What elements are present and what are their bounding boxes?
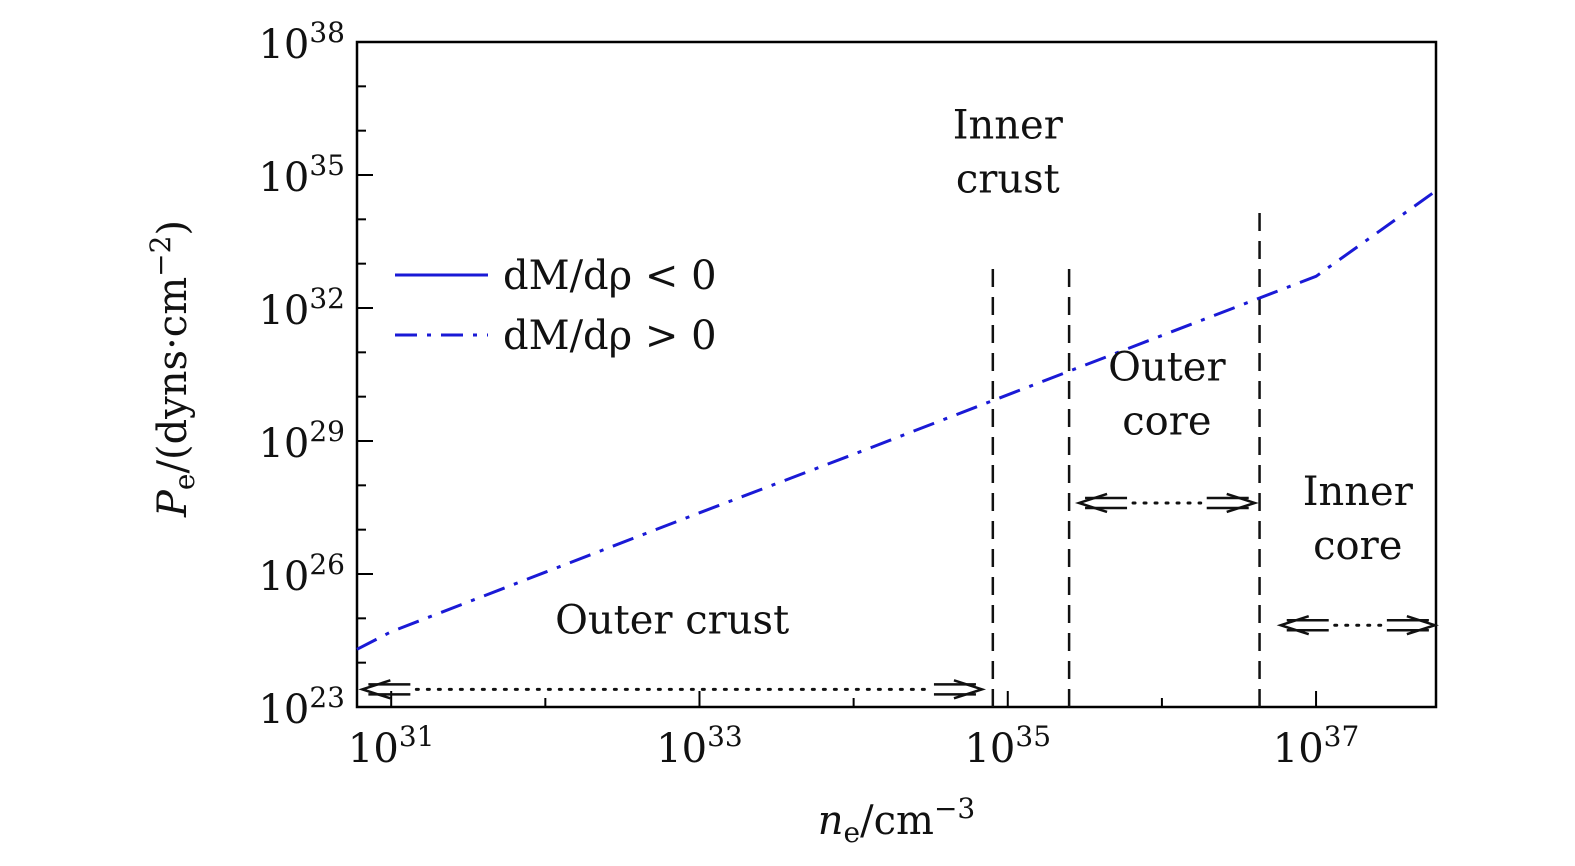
region-label: Outer crust [555,598,789,644]
y-tick-label: 1023 [258,681,345,733]
region-label: crust [956,157,1060,203]
arrow-head-right [953,679,987,700]
x-tick-label: 1035 [964,720,1051,772]
arrow-head-left [1074,492,1108,514]
plot-frame [355,40,1438,709]
x-axis-label: ne/cm−3 [818,792,975,849]
y-tick-label: 1026 [258,548,345,600]
region-label: Inner [953,103,1064,149]
series-line [356,189,1437,651]
arrow-head-right [1406,615,1439,636]
region-label: Inner [1303,469,1414,515]
arrow-head-left [1276,615,1310,636]
y-tick-label: 1038 [258,16,345,68]
x-tick-label: 1031 [348,720,435,772]
region-label: core [1313,523,1402,569]
x-tick-label: 1037 [1273,720,1360,772]
y-axis-label: Pe/(dyns·cm−2) [144,220,201,518]
region-label: Outer [1108,345,1226,391]
legend-label: dM/dρ < 0 [503,253,717,299]
y-tick-label: 1032 [258,282,345,334]
region-label: core [1122,399,1211,445]
x-tick-label: 1033 [656,720,743,772]
arrow-head-right [1226,492,1259,514]
arrow-head-left [358,679,391,700]
y-tick-label: 1035 [258,149,345,201]
legend-label: dM/dρ > 0 [503,313,717,359]
plot-area: 1031 1033 1035 1037 1023 1026 1029 1032 1035 1038… [144,16,1439,849]
y-tick-label: 1029 [258,415,345,467]
